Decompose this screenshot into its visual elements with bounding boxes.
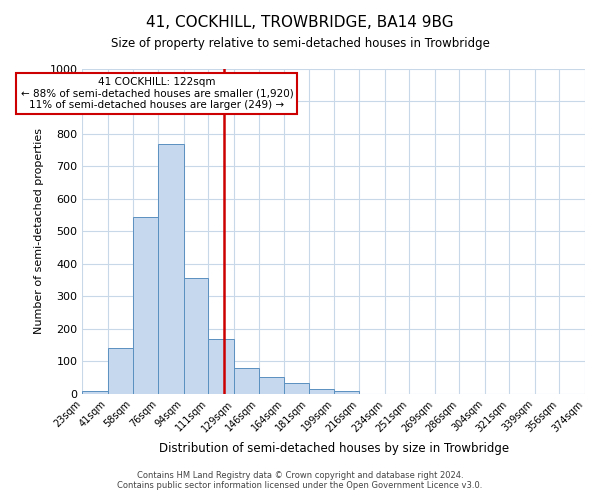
Bar bbox=[284, 382, 308, 394]
Y-axis label: Number of semi-detached properties: Number of semi-detached properties bbox=[34, 128, 44, 334]
Bar bbox=[133, 217, 158, 394]
Text: Contains HM Land Registry data © Crown copyright and database right 2024.
Contai: Contains HM Land Registry data © Crown c… bbox=[118, 470, 482, 490]
Bar bbox=[334, 390, 359, 394]
Bar bbox=[234, 368, 259, 394]
Bar bbox=[158, 144, 184, 394]
Bar bbox=[108, 348, 133, 394]
Text: 41, COCKHILL, TROWBRIDGE, BA14 9BG: 41, COCKHILL, TROWBRIDGE, BA14 9BG bbox=[146, 15, 454, 30]
Bar bbox=[308, 388, 334, 394]
X-axis label: Distribution of semi-detached houses by size in Trowbridge: Distribution of semi-detached houses by … bbox=[158, 442, 509, 455]
Bar bbox=[82, 392, 108, 394]
Bar bbox=[259, 376, 284, 394]
Bar bbox=[208, 338, 234, 394]
Text: 41 COCKHILL: 122sqm
← 88% of semi-detached houses are smaller (1,920)
11% of sem: 41 COCKHILL: 122sqm ← 88% of semi-detach… bbox=[20, 77, 293, 110]
Bar bbox=[184, 278, 208, 394]
Text: Size of property relative to semi-detached houses in Trowbridge: Size of property relative to semi-detach… bbox=[110, 38, 490, 51]
